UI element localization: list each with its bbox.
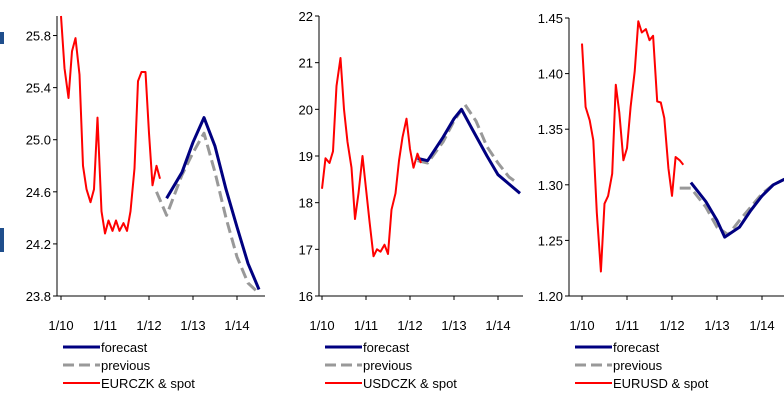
y-tick-label: 1.40 (538, 67, 563, 82)
legend-label-spot: EURUSD & spot (613, 376, 709, 391)
y-tick-label: 16 (299, 289, 313, 304)
x-tick-label: 1/14 (485, 318, 510, 333)
series-lines (321, 57, 521, 258)
y-tick-label: 23.8 (26, 289, 51, 304)
legend-label-spot: USDCZK & spot (363, 376, 457, 391)
y-tick-label: 20 (299, 102, 313, 117)
x-tick-label: 1/12 (659, 318, 684, 333)
series-lines (581, 20, 784, 273)
x-tick-label: 1/10 (309, 318, 334, 333)
chart-3: 1.20 1.25 1.30 1.35 1.40 1.45 1/10 1/11 1/12 1/13… (538, 11, 784, 391)
legend-label-spot: EURCZK & spot (101, 376, 195, 391)
x-tick-label: 1/14 (749, 318, 774, 333)
x-tick-label: 1/10 (569, 318, 594, 333)
y-tick-label: 21 (299, 56, 313, 71)
y-tick-label: 1.25 (538, 233, 563, 248)
y-tick-label: 25.0 (26, 133, 51, 148)
legend: forecast previous EURUSD & spot (575, 340, 709, 391)
left-edge-marker-bottom (0, 228, 4, 252)
legend-label-forecast: forecast (363, 340, 410, 355)
series-lines (60, 15, 261, 295)
y-tick-label: 24.2 (26, 237, 51, 252)
x-tick-label: 1/12 (397, 318, 422, 333)
y-tick-label: 1.30 (538, 178, 563, 193)
x-tick-label: 1/11 (354, 318, 378, 333)
left-edge-marker-top (0, 32, 4, 44)
x-tick-label: 1/11 (615, 318, 639, 333)
x-tick-label: 1/10 (48, 318, 73, 333)
chart-1: 23.8 24.2 24.6 25.0 25.4 25.8 1/10 1/11 1/12 1/13… (26, 15, 265, 391)
chart-2: 16 17 18 19 20 21 22 1/10 1/11 1/12 1/13 1/14 foreca… (299, 9, 523, 391)
legend-label-forecast: forecast (613, 340, 660, 355)
legend-label-forecast: forecast (101, 340, 148, 355)
x-tick-label: 1/13 (180, 318, 205, 333)
y-tick-label: 17 (299, 242, 313, 257)
y-tick-label: 1.45 (538, 11, 563, 26)
series-spot-line (60, 15, 161, 235)
series-spot-line (321, 57, 422, 258)
x-tick-label: 1/11 (93, 318, 117, 333)
x-tick-label: 1/13 (704, 318, 729, 333)
y-tick-label: 25.4 (26, 81, 51, 96)
legend-label-previous: previous (613, 358, 663, 373)
y-tick-label: 25.8 (26, 29, 51, 44)
y-tick-label: 1.35 (538, 122, 563, 137)
y-tick-label: 19 (299, 149, 313, 164)
legend-label-previous: previous (363, 358, 413, 373)
x-tick-label: 1/14 (224, 318, 249, 333)
legend: forecast previous USDCZK & spot (325, 340, 457, 391)
series-forecast-line (689, 177, 784, 239)
legend: forecast previous EURCZK & spot (63, 340, 195, 391)
series-spot-line (581, 20, 685, 273)
series-forecast-line (165, 116, 261, 291)
y-tick-label: 18 (299, 196, 313, 211)
y-tick-label: 24.6 (26, 185, 51, 200)
legend-label-previous: previous (101, 358, 151, 373)
series-forecast-line (417, 107, 521, 195)
series-previous-line (155, 131, 261, 295)
x-tick-label: 1/12 (136, 318, 161, 333)
y-tick-label: 22 (299, 9, 313, 24)
y-tick-label: 1.20 (538, 289, 563, 304)
x-tick-label: 1/13 (441, 318, 466, 333)
series-previous-line (417, 103, 517, 183)
